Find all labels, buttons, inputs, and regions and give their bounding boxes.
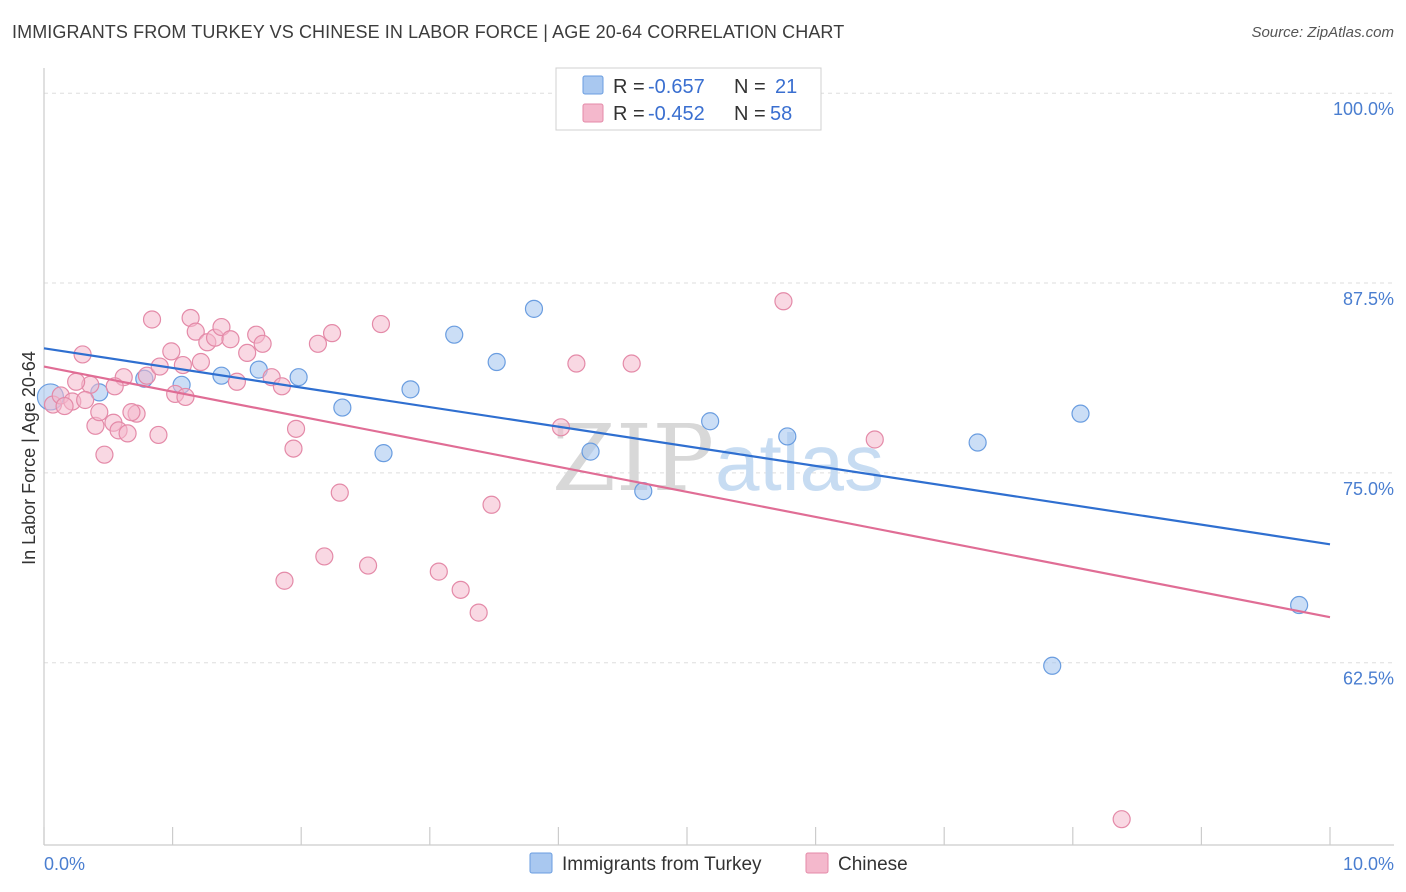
chinese-point [191,352,210,372]
chinese-point [1112,810,1131,829]
y-tick-label: 75.0% [1343,479,1394,499]
chinese-point [286,419,306,438]
chinese-point [238,343,257,363]
turkey-point [374,444,393,463]
legend-r-label: R = [613,103,645,125]
legend-chinese-n: 58 [770,103,792,125]
legend-turkey-n: 21 [775,76,797,98]
chinese-point [76,390,95,410]
chinese-point [315,547,334,566]
chinese-point [90,403,109,422]
trend-lines [43,347,1331,619]
chinese-trend-line [43,365,1331,619]
y-tick-labels: 62.5% 75.0% 87.5% 100.0% [1333,99,1394,689]
chinese-point [469,603,488,622]
chinese-point [429,562,448,581]
legend-chinese-swatch [582,103,604,123]
chinese-point [95,445,114,464]
y-tick-label: 87.5% [1343,289,1394,309]
legend-n-label: N = [734,76,766,98]
chinese-point [358,556,378,575]
turkey-point [445,325,464,344]
turkey-trend-line [43,347,1331,546]
bottom-legend-turkey-label: Immigrants from Turkey [562,854,762,875]
chinese-point [137,366,156,385]
legend-turkey-swatch [582,75,604,95]
turkey-point [333,398,352,417]
y-tick-label: 100.0% [1333,99,1394,119]
turkey-point [581,442,600,461]
legend-turkey-r: -0.657 [648,76,705,98]
chinese-point [482,495,501,514]
y-axis-label: In Labor Force | Age 20-64 [19,351,39,565]
chinese-point [567,354,586,373]
chinese-point [122,403,141,422]
chinese-point [176,387,195,407]
chinese-point [308,334,328,353]
chinese-point [284,439,303,458]
chinese-point [865,430,884,449]
gridlines [44,92,1394,664]
chinese-point [253,334,272,353]
chinese-point [142,310,162,329]
x-tick-labels: 0.0% 10.0% [44,854,1394,874]
watermark-zip: ZIP [552,405,714,512]
turkey-point [524,299,544,318]
legend-r-label: R = [613,76,645,98]
chinese-point [67,372,86,391]
chart-title: IMMIGRANTS FROM TURKEY VS CHINESE IN LAB… [12,22,845,42]
chinese-point [451,580,470,599]
stats-legend: R = -0.657 N = 21 R = -0.452 N = 58 [555,67,822,131]
turkey-point [487,352,506,372]
series-legend: Immigrants from Turkey Chinese [529,852,908,875]
watermark: ZIP atlas [552,405,884,512]
turkey-point [1043,656,1062,675]
legend-chinese-r: -0.452 [648,103,705,125]
chinese-point [212,317,231,337]
bottom-legend-turkey-swatch [529,852,553,874]
turkey-point [401,380,420,399]
turkey-point [289,368,308,387]
y-tick-label: 62.5% [1343,669,1394,689]
chinese-point [322,324,342,343]
turkey-point [968,433,987,452]
turkey-point [778,427,797,446]
chinese-point [118,424,137,443]
chinese-point [149,425,168,445]
series-chinese-points [43,292,1131,829]
chinese-point [622,354,641,373]
chinese-point [186,322,205,341]
chinese-point [55,396,74,416]
axes [43,68,1394,846]
x-tick-label: 10.0% [1343,854,1394,874]
turkey-point [701,412,720,431]
chinese-point [275,571,294,590]
chinese-point [221,330,240,349]
source-credit: Source: ZipAtlas.com [1251,24,1394,41]
chinese-point [774,292,793,311]
x-tick-label: 0.0% [44,854,85,874]
chinese-point [162,342,181,361]
bottom-legend-chinese-swatch [805,852,829,874]
turkey-point [1071,404,1090,423]
legend-n-label: N = [734,103,766,125]
chinese-point [330,483,349,502]
bottom-legend-chinese-label: Chinese [838,854,908,875]
series-turkey-points [36,299,1309,675]
chinese-point [371,314,391,334]
